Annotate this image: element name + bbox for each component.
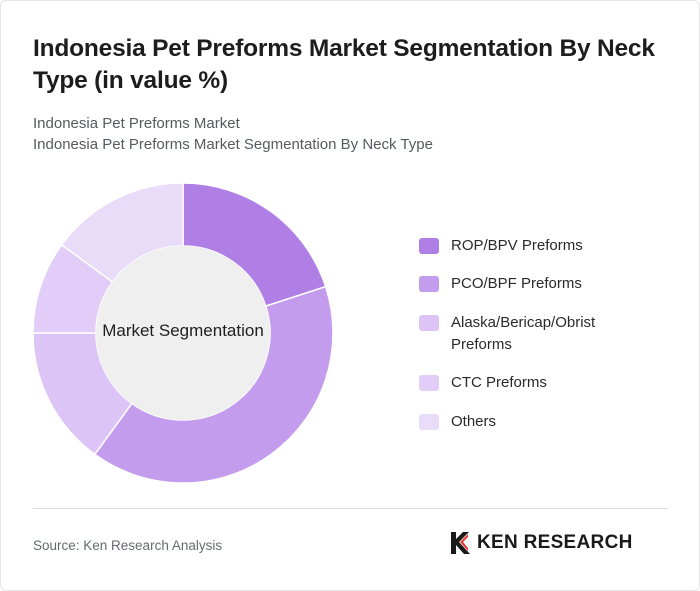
chart-subtitle-market: Indonesia Pet Preforms Market [33,115,240,132]
legend-swatch [419,315,439,331]
legend-item: ROP/BPV Preforms [419,235,669,257]
donut-center-label: Market Segmentation [102,321,264,340]
legend-swatch [419,238,439,254]
legend-label: CTC Preforms [451,374,547,391]
legend-label: ROP/BPV Preforms [451,237,583,254]
legend-item: Others [419,411,669,433]
legend-swatch [419,375,439,391]
legend-swatch [419,414,439,430]
footer-divider [33,508,669,509]
legend-label: Others [451,413,497,430]
donut-center [96,246,270,420]
legend-swatch [419,276,439,292]
source-note: Source: Ken Research Analysis [33,538,223,553]
ken-research-logo-icon [451,532,470,554]
legend-item: CTC Preforms [419,372,669,394]
brand-logo: KEN RESEARCH [449,531,633,555]
brand-name: KEN RESEARCH [477,532,633,553]
donut-chart [32,182,334,484]
legend-item: PCO/BPF Preforms [419,273,669,295]
legend-label: PCO/BPF Preforms [451,275,582,292]
legend-item: Alaska/Bericap/Obrist Preforms [419,312,669,356]
legend-label: Alaska/Bericap/Obrist Preforms [451,314,596,353]
chart-title: Indonesia Pet Preforms Market Segmentati… [33,35,655,94]
chart-subtitle-segmentation: Indonesia Pet Preforms Market Segmentati… [33,136,433,153]
